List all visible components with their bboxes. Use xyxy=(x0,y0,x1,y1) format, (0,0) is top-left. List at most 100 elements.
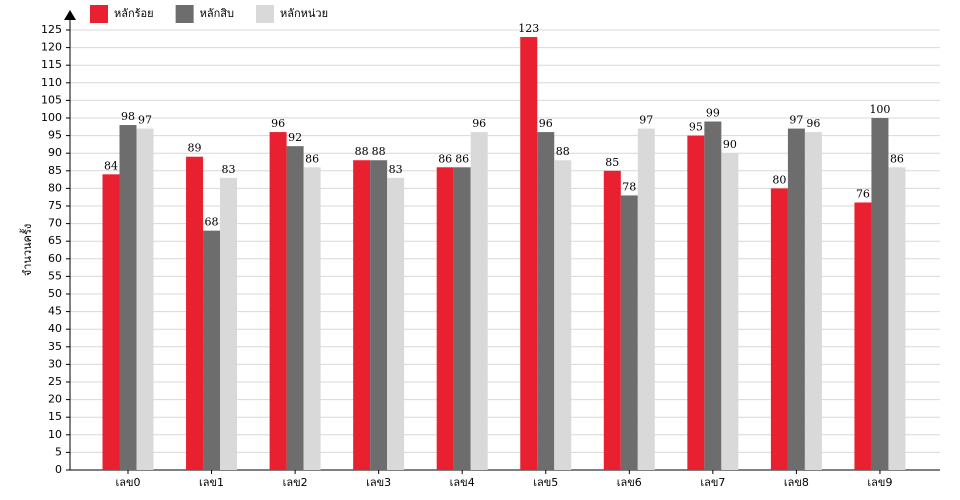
y-tick-label: 5 xyxy=(55,445,62,458)
legend-label: หลักร้อย xyxy=(114,7,154,20)
y-tick-label: 25 xyxy=(48,375,62,388)
value-label: 88 xyxy=(355,145,369,158)
value-label: 83 xyxy=(222,163,236,176)
bar xyxy=(136,128,154,470)
value-label: 96 xyxy=(539,117,553,130)
legend-swatch xyxy=(90,5,108,23)
y-tick-label: 60 xyxy=(48,252,62,265)
bar xyxy=(520,37,538,470)
value-label: 83 xyxy=(389,163,403,176)
bar xyxy=(453,167,471,470)
y-tick-label: 0 xyxy=(55,463,62,476)
y-tick-label: 65 xyxy=(48,234,62,247)
value-label: 90 xyxy=(723,138,737,151)
value-label: 88 xyxy=(556,145,570,158)
bar xyxy=(554,160,572,471)
bar xyxy=(687,135,705,470)
bar xyxy=(637,128,655,470)
value-label: 96 xyxy=(472,117,486,130)
y-tick-label: 55 xyxy=(48,269,62,282)
y-tick-label: 120 xyxy=(41,41,62,54)
bar xyxy=(102,174,120,470)
bar xyxy=(370,160,388,471)
y-tick-label: 30 xyxy=(48,357,62,370)
value-label: 96 xyxy=(806,117,820,130)
value-label: 86 xyxy=(438,152,452,165)
value-label: 98 xyxy=(121,110,135,123)
y-tick-label: 75 xyxy=(48,199,62,212)
value-label: 100 xyxy=(869,103,890,116)
value-label: 68 xyxy=(205,216,219,229)
bar xyxy=(537,132,555,470)
bar xyxy=(804,132,822,470)
bar xyxy=(387,177,405,470)
x-tick-label: เลข7 xyxy=(700,476,725,489)
bar xyxy=(854,202,872,471)
bar xyxy=(119,125,137,470)
value-label: 86 xyxy=(455,152,469,165)
value-label: 97 xyxy=(138,114,152,127)
bar xyxy=(269,132,287,470)
value-label: 86 xyxy=(305,152,319,165)
x-tick-label: เลข1 xyxy=(199,476,224,489)
bar xyxy=(704,121,722,471)
y-tick-label: 95 xyxy=(48,129,62,142)
value-label: 85 xyxy=(605,156,619,169)
bar xyxy=(303,167,321,470)
y-tick-label: 105 xyxy=(41,93,62,106)
value-label: 76 xyxy=(856,187,870,200)
x-tick-label: เลข4 xyxy=(450,476,475,489)
bar xyxy=(353,160,371,471)
bar xyxy=(470,132,488,470)
legend-label: หลักสิบ xyxy=(200,7,234,20)
value-label: 86 xyxy=(890,152,904,165)
bar xyxy=(286,146,304,470)
bar xyxy=(186,156,204,470)
value-label: 84 xyxy=(104,159,118,172)
value-label: 88 xyxy=(372,145,386,158)
y-tick-label: 70 xyxy=(48,217,62,230)
value-label: 99 xyxy=(706,107,720,120)
bar xyxy=(603,170,621,471)
y-tick-label: 15 xyxy=(48,410,62,423)
x-tick-label: เลข2 xyxy=(283,476,308,489)
bar xyxy=(220,177,238,470)
value-label: 96 xyxy=(271,117,285,130)
y-tick-label: 80 xyxy=(48,181,62,194)
value-label: 95 xyxy=(689,121,703,134)
x-tick-label: เลข9 xyxy=(867,476,892,489)
y-tick-label: 10 xyxy=(48,428,62,441)
y-tick-label: 125 xyxy=(41,23,62,36)
value-label: 80 xyxy=(772,173,786,186)
x-tick-label: เลข6 xyxy=(617,476,642,489)
y-tick-label: 20 xyxy=(48,393,62,406)
y-tick-label: 45 xyxy=(48,305,62,318)
y-tick-label: 85 xyxy=(48,164,62,177)
bar xyxy=(620,195,638,470)
legend-swatch xyxy=(175,5,194,23)
bar xyxy=(787,128,805,470)
x-tick-label: เลข5 xyxy=(533,476,558,489)
bar xyxy=(871,118,889,470)
value-label: 89 xyxy=(188,142,202,155)
y-tick-label: 90 xyxy=(48,146,62,159)
y-tick-label: 35 xyxy=(48,340,62,353)
x-tick-label: เลข8 xyxy=(784,476,809,489)
value-label: 123 xyxy=(518,22,539,35)
bar xyxy=(436,167,454,470)
bar xyxy=(721,153,739,470)
value-label: 92 xyxy=(288,131,302,144)
bar xyxy=(770,188,788,470)
y-tick-label: 40 xyxy=(48,322,62,335)
legend-label: หลักหน่วย xyxy=(280,7,328,20)
value-label: 97 xyxy=(639,114,653,127)
bar xyxy=(888,167,906,470)
value-label: 78 xyxy=(622,180,636,193)
bar xyxy=(203,230,221,470)
y-tick-label: 50 xyxy=(48,287,62,300)
x-tick-label: เลข3 xyxy=(366,476,391,489)
y-tick-label: 100 xyxy=(41,111,62,124)
value-label: 97 xyxy=(789,114,803,127)
y-tick-label: 110 xyxy=(41,76,62,89)
